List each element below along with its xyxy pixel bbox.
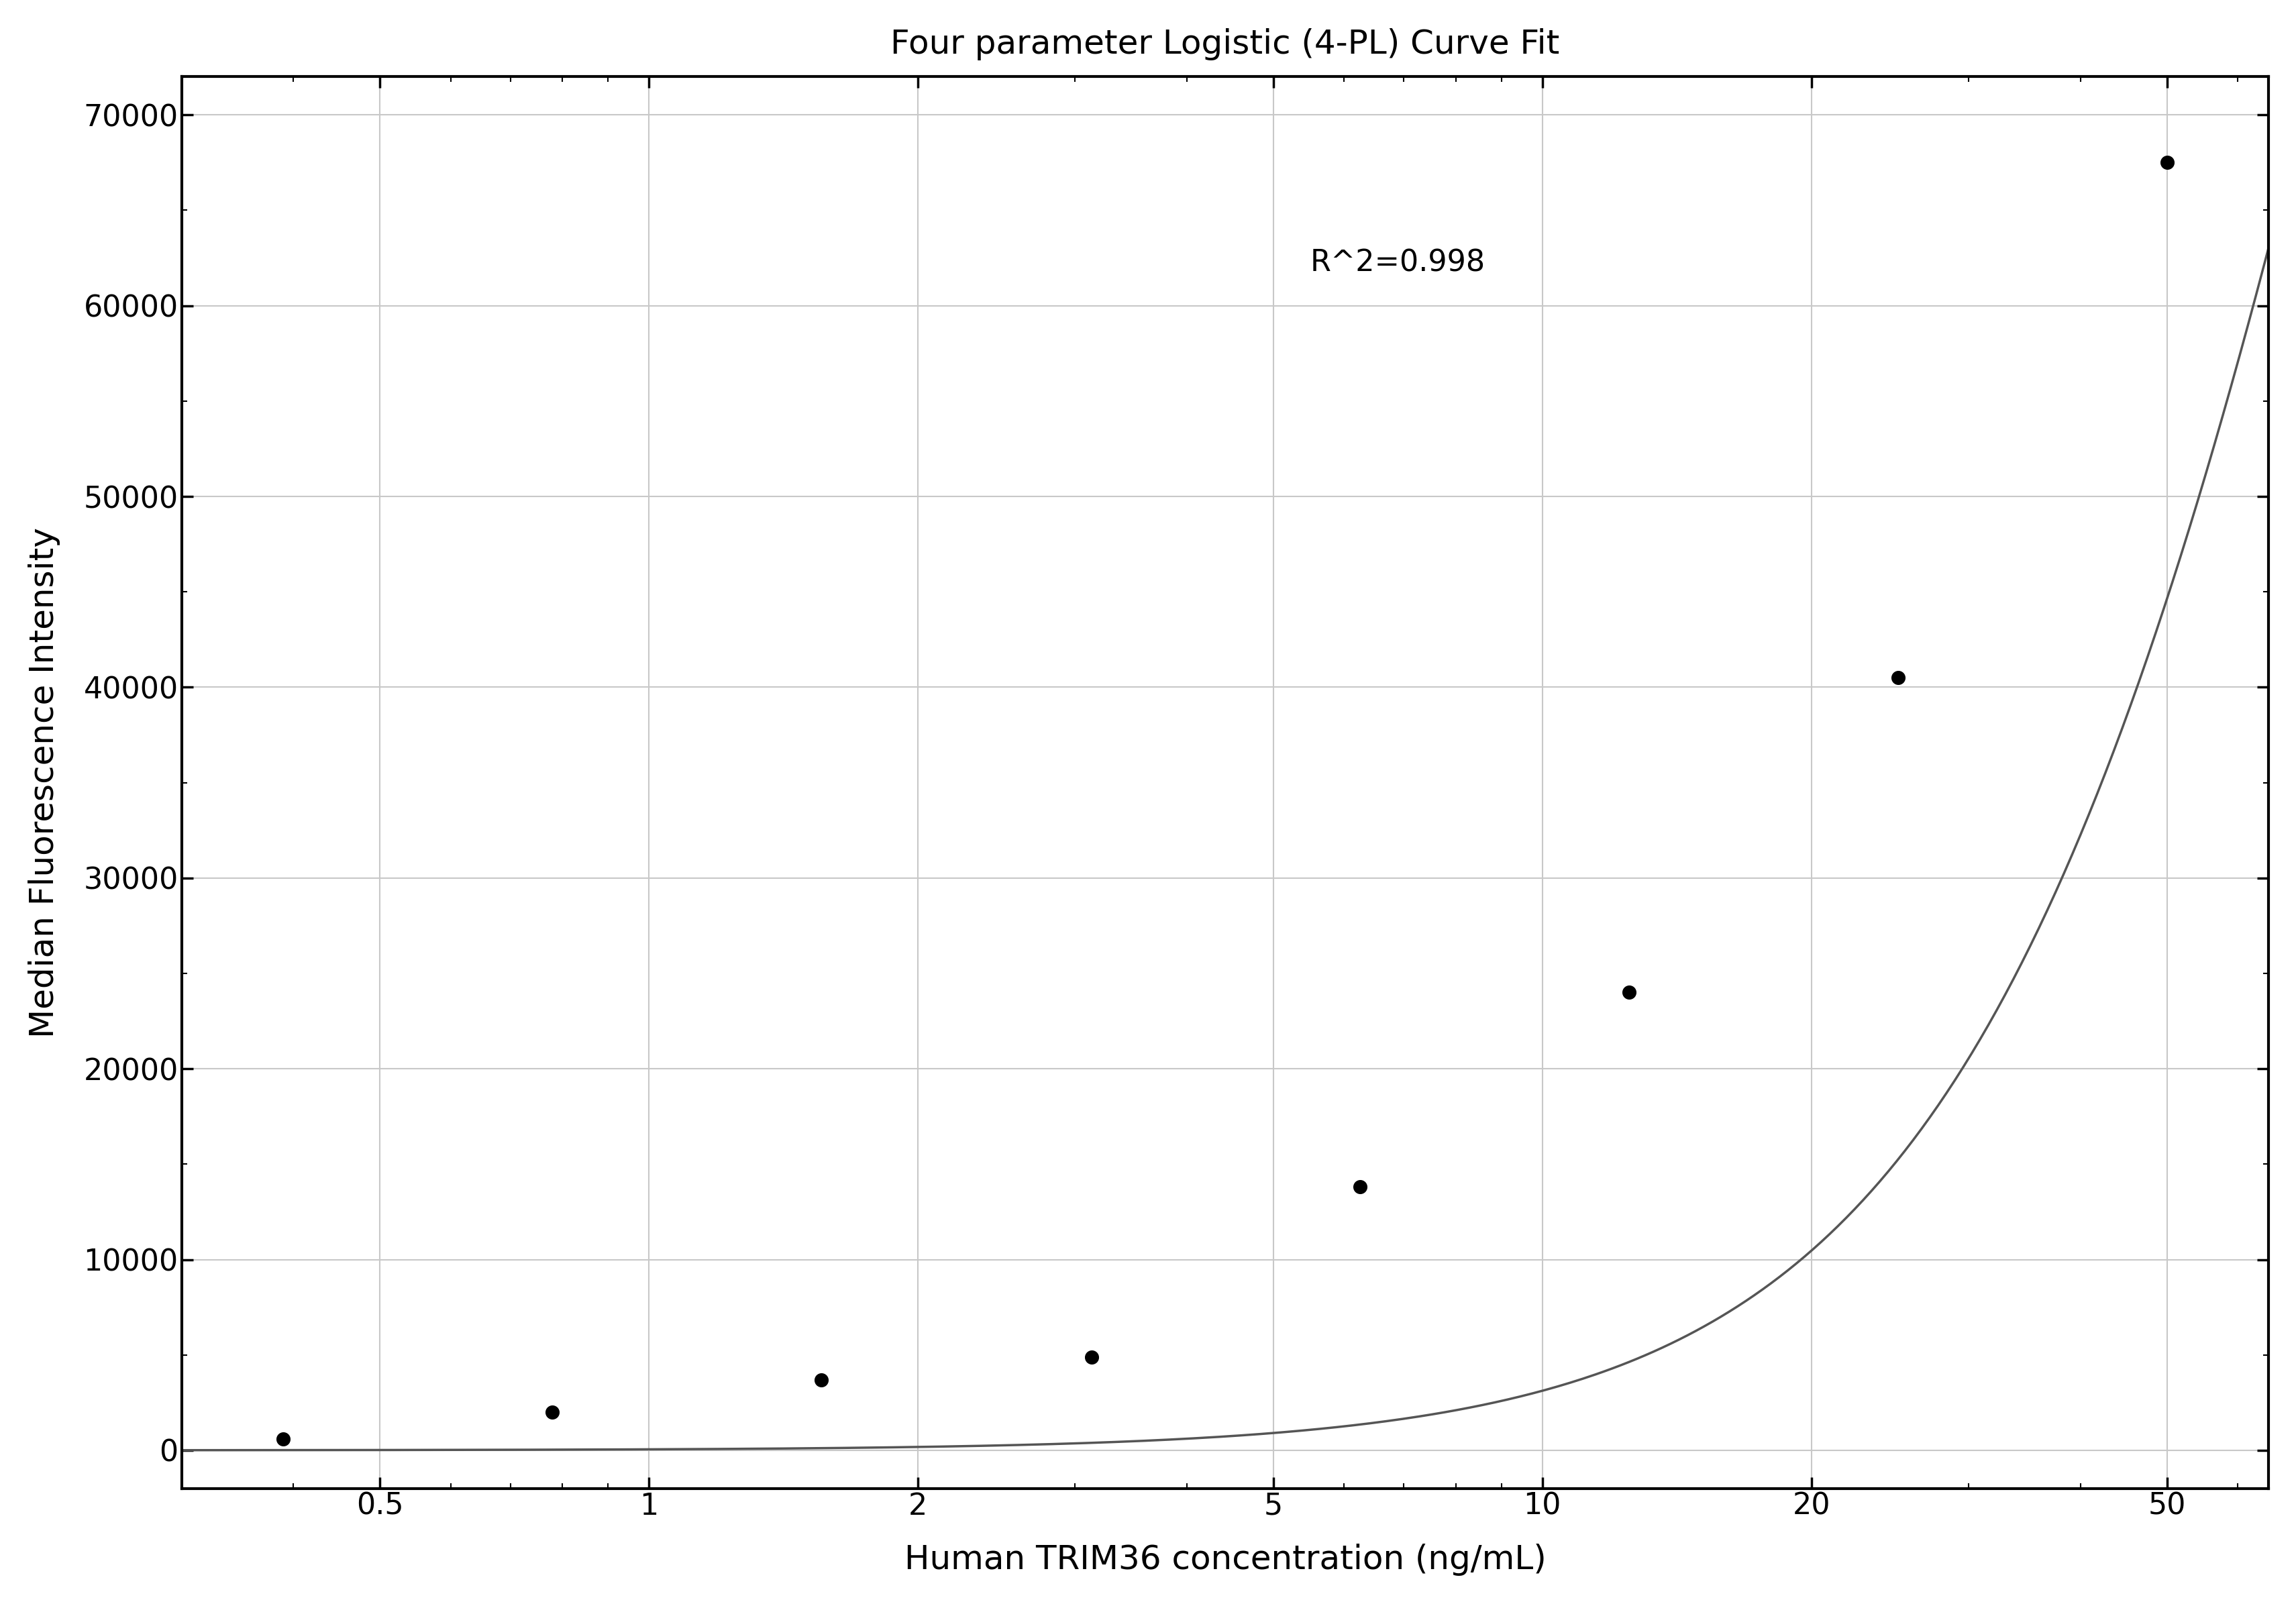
Point [1878, 664, 1915, 690]
Point [1609, 980, 1646, 1006]
X-axis label: Human TRIM36 concentration (ng/mL): Human TRIM36 concentration (ng/mL) [905, 1543, 1545, 1577]
Y-axis label: Median Fluorescence Intensity: Median Fluorescence Intensity [28, 528, 60, 1038]
Point [1072, 1344, 1109, 1370]
Point [1341, 1174, 1378, 1200]
Point [2147, 149, 2183, 175]
Title: Four parameter Logistic (4-PL) Curve Fit: Four parameter Logistic (4-PL) Curve Fit [891, 27, 1559, 61]
Point [804, 1367, 840, 1392]
Point [264, 1426, 301, 1452]
Point [535, 1399, 572, 1424]
Text: R^2=0.998: R^2=0.998 [1311, 249, 1486, 277]
